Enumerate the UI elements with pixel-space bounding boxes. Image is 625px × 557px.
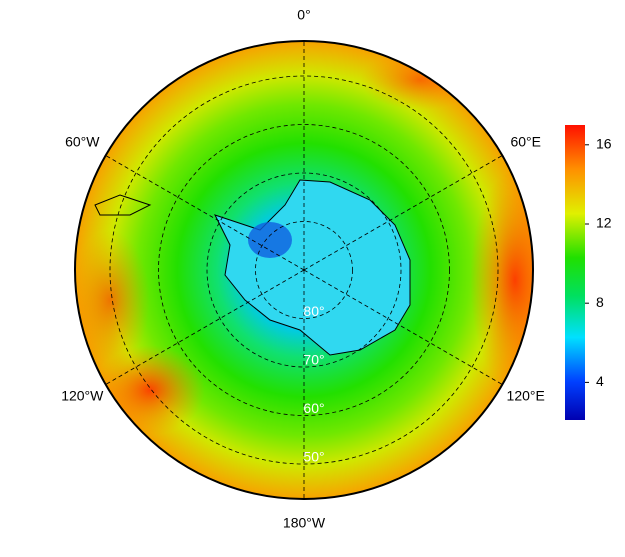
latitude-line [158, 124, 450, 416]
longitude-label: 60°E [510, 134, 541, 150]
meridian-line [303, 155, 503, 271]
latitude-label: 70° [303, 352, 324, 368]
longitude-label: 0° [297, 7, 310, 23]
colorbar-tick-label: 8 [596, 294, 604, 310]
latitude-line [206, 172, 402, 368]
latitude-line [255, 221, 353, 319]
colorbar-tick-label: 12 [596, 215, 612, 231]
field [75, 41, 533, 499]
meridian-line [105, 155, 305, 271]
meridian-line [105, 269, 305, 385]
map-border [74, 40, 534, 500]
latitude-line [109, 75, 499, 465]
longitude-label: 60°W [65, 134, 100, 150]
latitude-label: 80° [303, 303, 324, 319]
latitude-label: 60° [303, 400, 324, 416]
colorbar-tick-label: 4 [596, 373, 604, 389]
colorbar-tick-label: 16 [596, 136, 612, 152]
longitude-label: 180°W [283, 515, 326, 531]
graticule [105, 41, 503, 499]
latitude-label: 50° [303, 449, 324, 465]
meridian-line [303, 269, 503, 385]
longitude-label: 120°E [507, 388, 545, 404]
longitude-label: 120°W [61, 388, 104, 404]
colorbar [565, 125, 585, 420]
